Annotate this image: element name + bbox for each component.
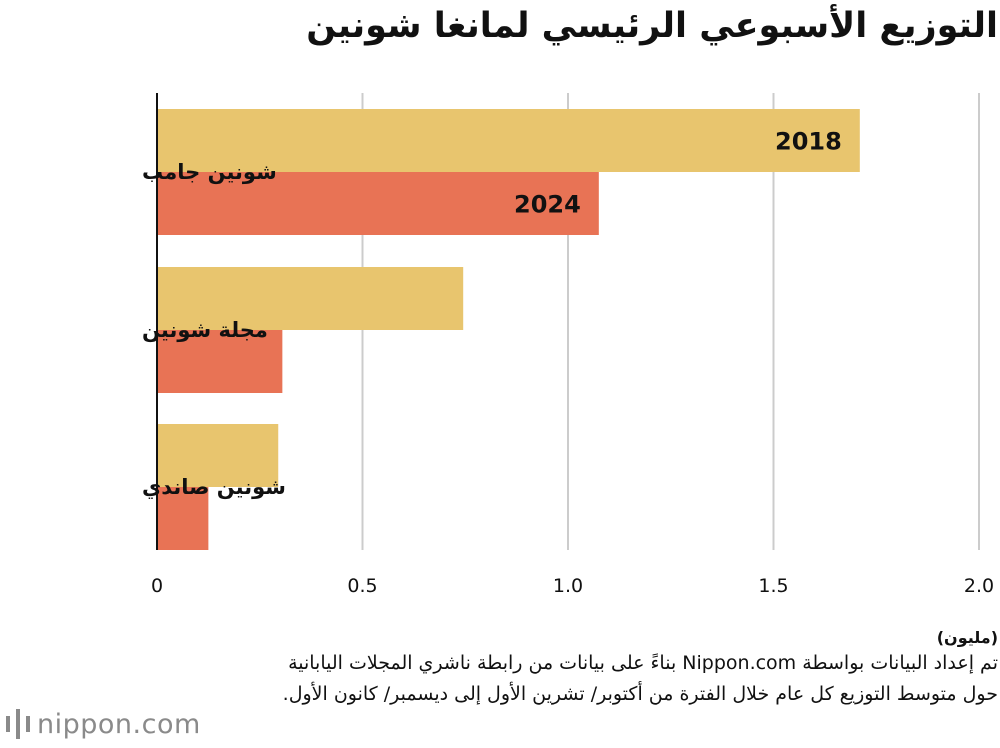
nippon-logo: nippon.com <box>6 706 201 742</box>
bar-2024 <box>157 330 283 393</box>
logo-text: nippon.com <box>37 708 201 740</box>
x-tick-label: 2.0 <box>964 575 994 597</box>
x-tick-labels: 0 0.5 1.0 1.5 2.0 <box>151 575 994 597</box>
nippon-logo-icon <box>6 709 30 739</box>
bar-2018 <box>157 267 464 330</box>
series-label-2018: 2018 <box>775 128 842 156</box>
x-tick-label: 1.5 <box>758 575 788 597</box>
bar-2024 <box>157 487 209 550</box>
source-note: تم إعداد البيانات بواسطة Nippon.com بناء… <box>282 652 998 705</box>
x-tick-label: 1.0 <box>553 575 583 597</box>
series-label-2024: 2024 <box>514 191 581 219</box>
category-label: شونين جامب <box>142 160 277 184</box>
bar-2024 <box>157 172 599 235</box>
bars: 2018 2024 <box>157 109 860 550</box>
category-label: مجلة شونين <box>142 318 268 342</box>
bar-chart: 2018 2024 شونين جامب مجلة شونين شونين صاندي… <box>142 93 998 647</box>
chart-title: التوزيع الأسبوعي الرئيسي لمانغا شونين <box>306 6 998 46</box>
x-tick-label: 0 <box>151 575 163 597</box>
x-axis-unit-label: (مليون) <box>937 628 998 647</box>
bar-2018 <box>157 109 860 172</box>
bar-2018 <box>157 424 279 487</box>
category-label: شونين صاندي <box>142 475 286 500</box>
x-tick-label: 0.5 <box>347 575 377 597</box>
category-labels: شونين جامب مجلة شونين شونين صاندي <box>142 160 286 500</box>
